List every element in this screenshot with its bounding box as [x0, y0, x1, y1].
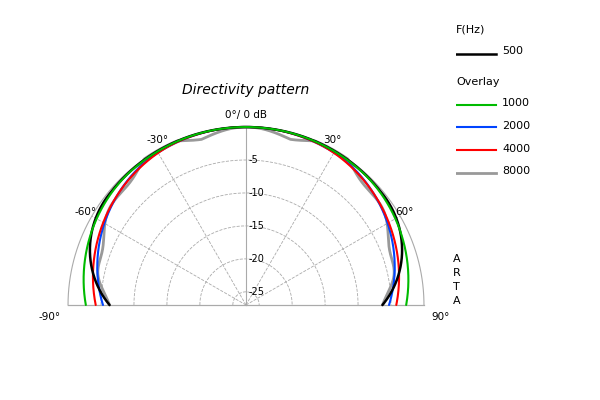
Text: -90°: -90° — [39, 312, 61, 322]
Text: -25: -25 — [248, 287, 265, 297]
Text: 4000: 4000 — [502, 144, 530, 154]
Text: -10: -10 — [248, 188, 265, 198]
Text: F(Hz): F(Hz) — [456, 24, 485, 34]
Text: 500: 500 — [502, 46, 523, 56]
Text: -30°: -30° — [146, 135, 169, 145]
Text: 60°: 60° — [395, 206, 414, 216]
Text: 0°/ 0 dB: 0°/ 0 dB — [225, 110, 267, 120]
Text: 8000: 8000 — [502, 166, 530, 176]
Text: 90°: 90° — [431, 312, 449, 322]
Text: A
R
T
A: A R T A — [453, 254, 461, 306]
Text: 2000: 2000 — [502, 121, 530, 131]
Text: -20: -20 — [248, 254, 265, 264]
Text: 1000: 1000 — [502, 98, 530, 108]
Text: -60°: -60° — [74, 206, 97, 216]
Text: Overlay: Overlay — [456, 77, 499, 87]
Text: -5: -5 — [248, 155, 259, 165]
Text: 30°: 30° — [323, 135, 342, 145]
Text: Directivity pattern: Directivity pattern — [182, 83, 310, 97]
Text: -15: -15 — [248, 221, 265, 231]
